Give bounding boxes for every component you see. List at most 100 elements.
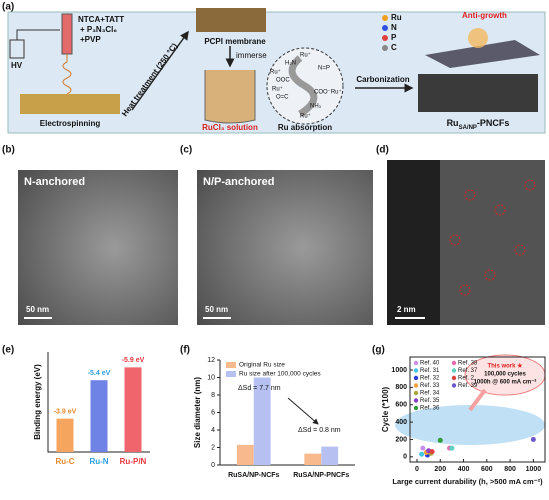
point — [429, 449, 435, 455]
step-label: Electrospinning — [40, 119, 101, 128]
bar — [236, 444, 254, 465]
product-base: Ru — [447, 118, 459, 128]
step-label: PCPI membrane — [204, 37, 266, 46]
mol-label: Ru⁺ — [272, 86, 283, 93]
annotation: ΔSd = 7.7 nm — [238, 385, 281, 392]
y-axis-label: Cycle (*100) — [381, 386, 390, 432]
step-label: Ru absorption — [278, 123, 332, 132]
legend-dot — [413, 360, 419, 366]
y-tick-label: 200 — [395, 436, 407, 443]
legend-text: C — [391, 43, 397, 52]
bar — [253, 377, 271, 465]
scale-label: 2 nm — [397, 305, 416, 314]
legend-dot — [451, 383, 457, 388]
value-label: -5.4 eV — [88, 370, 111, 377]
legend-dot — [413, 405, 419, 411]
chain — [288, 55, 318, 117]
y-axis-label: Binding energy (eV) — [33, 364, 42, 440]
panel-label: (c) — [180, 145, 192, 156]
legend-text: Ref. 31 — [420, 368, 440, 374]
bar — [90, 380, 108, 452]
beaker — [204, 70, 256, 124]
micrograph-region — [440, 160, 545, 325]
fiber-mat — [20, 94, 120, 114]
point — [437, 437, 443, 443]
y-tick-label: 2 — [211, 444, 215, 451]
bar — [124, 367, 142, 452]
caption: N/P-anchored — [203, 176, 275, 188]
legend-text: Ref. 36 — [420, 406, 440, 412]
legend-dot — [413, 375, 419, 381]
product-label: RuSA/NP-PNCFs — [447, 118, 510, 130]
y-tick-label: 800 — [395, 384, 407, 391]
legend-text: Ref. 39 — [458, 383, 478, 389]
y-axis-label: Size diameter (nm) — [193, 377, 202, 448]
jet — [62, 54, 72, 95]
mol-label: N=P — [318, 66, 330, 72]
mol-label: H₂N — [285, 61, 296, 67]
step-label: RuCl₃ solution — [202, 123, 258, 132]
precursor: NTCA+TATT — [78, 15, 124, 24]
y-tick-label: 8 — [211, 392, 215, 399]
legend-dot — [413, 390, 419, 396]
legend-dot — [382, 35, 388, 41]
legend-text: P — [391, 33, 397, 42]
panel-label: (g) — [372, 345, 385, 356]
bar — [56, 418, 74, 452]
highlight-text: 100,000 cycles — [484, 372, 526, 378]
membrane — [196, 8, 266, 32]
point — [419, 451, 425, 457]
highlight-arrow — [468, 388, 487, 412]
x-tick-label: 400 — [458, 466, 470, 473]
y-tick-label: 600 — [395, 402, 407, 409]
legend-text: Ref. 34 — [420, 391, 440, 397]
legend-dot — [382, 45, 388, 51]
micrograph — [197, 170, 373, 325]
cluster — [468, 28, 488, 48]
legend-text: Ref. 33 — [420, 383, 440, 389]
legend-swatch — [226, 362, 236, 368]
product-sub: SA/NP — [459, 125, 477, 131]
arrow — [131, 30, 189, 111]
step-label: immerse — [236, 51, 267, 60]
x-tick-label: RuSA/NP-NCFs — [228, 472, 279, 479]
y-tick-label: 0 — [403, 454, 407, 461]
x-tick-label: Ru-P/N — [120, 457, 147, 466]
bar — [321, 446, 339, 465]
legend-dot — [413, 368, 419, 373]
x-tick-label: 1000 — [526, 466, 542, 473]
legend-text: Original Ru size — [239, 362, 285, 369]
y-tick-label: 10 — [207, 374, 215, 381]
mol-label: NH₃ — [310, 104, 322, 110]
x-tick-label: Ru-C — [55, 457, 74, 466]
legend-dot — [382, 15, 388, 21]
mol-label: Ru⁺ — [270, 69, 281, 76]
step-label: Carbonization — [356, 75, 409, 84]
micrograph — [18, 170, 178, 325]
legend-text: N — [391, 23, 397, 32]
mol-label: O=C — [276, 95, 289, 101]
x-axis-label: Large current durability (h, >500 mA cm⁻… — [392, 477, 543, 486]
product-rest: -PNCFs — [477, 118, 510, 128]
annotation-arrow — [287, 397, 319, 425]
precursor: +PVP — [80, 35, 101, 44]
legend-dot — [451, 368, 457, 373]
mol-label: Ru⁺ — [300, 52, 311, 59]
point — [420, 445, 426, 451]
precursor: + P₃N₃Cl₆ — [80, 25, 117, 34]
anti-growth: Anti-growth — [462, 11, 507, 20]
carbon-fibers — [418, 74, 538, 112]
value-label: -3.9 eV — [54, 409, 77, 416]
legend-dot — [413, 383, 419, 388]
y-tick-label: 6 — [211, 409, 215, 416]
panel-label: (e) — [2, 345, 14, 356]
legend-text: Ref. 40 — [420, 361, 440, 367]
point — [449, 445, 455, 451]
plot-frame — [409, 356, 546, 463]
panel-label: (b) — [2, 145, 15, 156]
highlight-text: This work ★ — [487, 363, 523, 370]
legend-dot — [451, 360, 457, 366]
atom-circles — [449, 179, 536, 296]
scale-label: 50 nm — [26, 305, 49, 314]
mol-label: OOC — [276, 78, 290, 84]
